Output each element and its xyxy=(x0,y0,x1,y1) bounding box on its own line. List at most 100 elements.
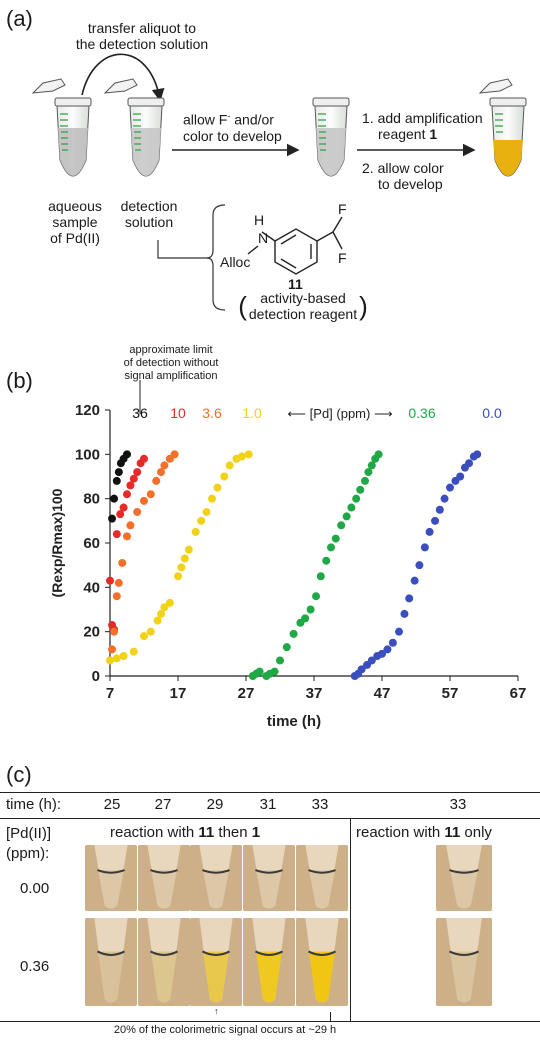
point-series-4 xyxy=(356,485,365,494)
pd-label: [Pd(II)] (ppm): xyxy=(6,825,52,862)
point-series-3 xyxy=(177,563,186,572)
mol-Alloc: Alloc xyxy=(220,254,251,270)
point-series-4 xyxy=(331,534,340,543)
vial-11only-0ppm xyxy=(436,845,492,911)
point-series-3 xyxy=(112,654,121,663)
footnote: 20% of the colorimetric signal occurs at… xyxy=(113,1024,337,1036)
point-series-3 xyxy=(213,483,222,492)
time-31: 31 xyxy=(259,796,277,813)
tube-detection xyxy=(103,78,165,177)
point-series-2 xyxy=(108,645,117,654)
signal-arrow: ↑ xyxy=(214,1006,219,1016)
vial-036ppm-0 xyxy=(85,918,137,1006)
time-27: 27 xyxy=(154,796,172,813)
point-series-0 xyxy=(123,450,131,459)
point-series-0 xyxy=(114,468,123,477)
point-series-0 xyxy=(112,476,121,485)
detection-limit-note: approximate limit of detection without s… xyxy=(123,344,219,382)
point-series-3 xyxy=(244,450,253,459)
point-series-4 xyxy=(337,521,346,530)
point-series-1 xyxy=(123,490,131,499)
y-tick-label: 100 xyxy=(75,446,100,463)
legend-label-4: 0.36 xyxy=(408,405,435,421)
point-series-1 xyxy=(140,454,148,463)
point-series-4 xyxy=(270,667,279,676)
vial-036ppm-4 xyxy=(296,918,348,1006)
detection-label: detection solution xyxy=(120,198,178,230)
point-series-5 xyxy=(405,594,414,603)
time-33-right: 33 xyxy=(449,796,467,813)
point-series-2 xyxy=(140,496,148,505)
point-series-3 xyxy=(153,616,162,625)
point-series-4 xyxy=(374,450,383,459)
mol-F2: F xyxy=(338,250,347,266)
y-axis-label: (Rexp/Rmax)100 xyxy=(49,488,65,597)
point-series-4 xyxy=(347,503,356,512)
point-series-2 xyxy=(152,476,161,485)
point-series-3 xyxy=(157,609,165,618)
vial-0ppm-0 xyxy=(85,845,137,911)
y-tick-label: 0 xyxy=(92,668,100,685)
vial-11only-036ppm xyxy=(436,918,492,1006)
point-series-5 xyxy=(446,483,454,492)
point-series-5 xyxy=(473,450,482,459)
point-series-3 xyxy=(202,507,211,516)
scatter-chart: 0 20 40 60 80 100 120 7 17 27 37 47 57 67 time (h) (Rex… xyxy=(49,380,526,730)
header-right: reaction with 11 only xyxy=(356,824,492,841)
step2a-text: 1. add amplification reagent 1 xyxy=(362,110,483,142)
step2b-text: 2. allow color to develop xyxy=(362,160,444,192)
point-series-2 xyxy=(110,627,119,636)
point-series-5 xyxy=(357,665,366,674)
point-series-3 xyxy=(106,656,114,665)
point-series-5 xyxy=(435,505,444,514)
point-series-3 xyxy=(225,461,234,470)
point-series-4 xyxy=(361,476,369,485)
time-25: 25 xyxy=(103,796,121,813)
transfer-arrow xyxy=(81,53,165,102)
point-series-1 xyxy=(106,576,114,585)
time-label: time (h): xyxy=(6,796,62,813)
y-tick-label: 60 xyxy=(83,535,100,552)
panel-b-label: (b) xyxy=(6,368,33,393)
point-series-1 xyxy=(126,481,135,490)
point-series-2 xyxy=(112,592,121,601)
mol-H: H xyxy=(254,212,265,228)
point-series-1 xyxy=(116,510,125,519)
point-series-3 xyxy=(140,632,148,641)
point-series-0 xyxy=(108,514,117,523)
reagent-label: ( activity-based detection reagent ) xyxy=(238,290,368,322)
point-series-2 xyxy=(170,450,179,459)
time-29: 29 xyxy=(206,796,224,813)
point-series-2 xyxy=(160,461,169,470)
point-series-4 xyxy=(342,512,351,521)
compound-number: 11 xyxy=(288,276,303,292)
curly-brace xyxy=(206,204,226,311)
point-series-2 xyxy=(114,578,123,587)
vial-0ppm-1 xyxy=(138,845,190,911)
x-tick-label: 17 xyxy=(170,685,187,702)
x-tick-label: 37 xyxy=(306,685,323,702)
legend-label-3: 1.0 xyxy=(242,405,262,421)
point-series-3 xyxy=(184,545,193,554)
vial-036ppm-2 xyxy=(190,918,242,1006)
sample-label: aqueous sample of Pd(II) xyxy=(48,198,102,246)
point-series-4 xyxy=(276,656,284,665)
bracket-connector xyxy=(157,240,210,259)
point-series-5 xyxy=(420,543,429,552)
point-series-5 xyxy=(431,516,440,525)
point-series-2 xyxy=(133,507,142,516)
legend-label-2: 3.6 xyxy=(202,405,222,421)
point-series-5 xyxy=(465,459,474,468)
tube-developed xyxy=(312,97,350,177)
mol-F1: F xyxy=(338,201,347,217)
point-series-5 xyxy=(395,627,403,636)
vial-036ppm-3 xyxy=(243,918,295,1006)
legend-label-5: 0.0 xyxy=(482,405,502,421)
point-series-1 xyxy=(119,503,128,512)
point-series-5 xyxy=(456,472,465,481)
point-series-5 xyxy=(425,527,434,536)
point-series-3 xyxy=(160,603,169,612)
point-series-3 xyxy=(220,472,229,481)
point-series-0 xyxy=(110,494,119,503)
point-series-5 xyxy=(367,656,376,665)
